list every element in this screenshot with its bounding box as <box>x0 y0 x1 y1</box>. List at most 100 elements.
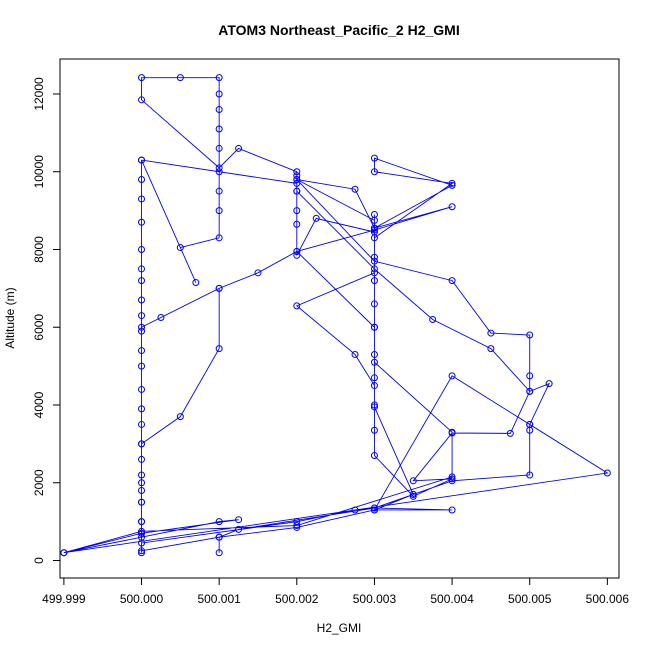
x-tick-label: 500.003 <box>353 592 397 606</box>
data-point <box>293 247 301 255</box>
data-point <box>603 469 611 477</box>
data-point <box>215 168 223 176</box>
data-point <box>370 253 378 261</box>
data-point <box>215 90 223 98</box>
data-point <box>293 172 301 180</box>
data-point <box>448 428 456 436</box>
data-point <box>293 220 301 228</box>
x-tick-label: 500.001 <box>197 592 241 606</box>
data-point <box>370 168 378 176</box>
data-point <box>293 168 301 176</box>
data-point <box>370 506 378 514</box>
data-point <box>370 350 378 358</box>
data-point <box>138 518 146 526</box>
data-point <box>545 380 553 388</box>
data-point <box>370 504 378 512</box>
data-point <box>448 181 456 189</box>
data-point <box>448 277 456 285</box>
data-point <box>215 533 223 541</box>
data-point <box>138 195 146 203</box>
data-point <box>138 74 146 82</box>
data-point <box>351 185 359 193</box>
y-axis: 0 2000 4000 6000 8000 10000 12000 <box>32 77 60 564</box>
data-point <box>215 164 223 172</box>
data-point <box>370 300 378 308</box>
data-point <box>370 277 378 285</box>
data-point <box>215 106 223 114</box>
y-tick-label: 8000 <box>32 236 46 263</box>
data-point <box>370 323 378 331</box>
data-point <box>192 279 200 287</box>
data-point <box>215 144 223 152</box>
chart-title: ATOM3 Northeast_Pacific_2 H2_GMI <box>218 22 459 38</box>
data-point <box>370 358 378 366</box>
x-axis: 499.999 500.000 500.001 500.002 500.003 500.0… <box>42 578 629 606</box>
data-point <box>293 187 301 195</box>
y-tick-label: 12000 <box>32 77 46 111</box>
data-point <box>157 314 165 322</box>
y-tick-label: 10000 <box>32 155 46 189</box>
data-point <box>351 350 359 358</box>
data-point <box>429 315 437 323</box>
data-point <box>370 257 378 265</box>
data-point <box>138 347 146 355</box>
data-point <box>370 154 378 162</box>
data-point <box>409 477 417 485</box>
data-point <box>370 269 378 277</box>
data-point <box>448 179 456 187</box>
data-point <box>215 234 223 242</box>
data-point <box>60 549 68 557</box>
data-point <box>138 385 146 393</box>
data-point <box>215 518 223 526</box>
data-point <box>138 529 146 537</box>
data-point <box>235 525 243 533</box>
data-point <box>138 277 146 285</box>
data-point <box>138 176 146 184</box>
data-point <box>370 382 378 390</box>
data-point <box>293 302 301 310</box>
data-point <box>448 203 456 211</box>
data-point <box>370 226 378 234</box>
data-point <box>138 312 146 320</box>
data-point <box>487 345 495 353</box>
data-point <box>176 413 184 421</box>
data-point <box>176 244 184 252</box>
data-point <box>351 506 359 514</box>
data-point <box>370 426 378 434</box>
series-line <box>63 77 609 554</box>
data-point <box>138 420 146 428</box>
data-point <box>409 490 417 498</box>
x-tick-label: 500.005 <box>508 592 552 606</box>
data-point <box>526 420 534 428</box>
data-point <box>370 401 378 409</box>
data-point <box>370 452 378 460</box>
data-point <box>138 327 146 335</box>
data-point <box>138 405 146 413</box>
data-point <box>526 331 534 339</box>
data-point <box>293 522 301 530</box>
x-tick-label: 499.999 <box>42 592 86 606</box>
data-point <box>370 216 378 224</box>
x-tick-label: 500.006 <box>586 592 630 606</box>
data-point <box>409 492 417 500</box>
data-point <box>215 207 223 215</box>
data-point <box>138 487 146 495</box>
data-point <box>293 179 301 187</box>
data-point <box>138 96 146 104</box>
y-tick-label: 2000 <box>32 469 46 496</box>
data-point <box>138 527 146 535</box>
data-point <box>448 477 456 485</box>
data-point <box>312 214 320 222</box>
data-point <box>293 523 301 531</box>
data-point <box>293 207 301 215</box>
data-point <box>138 547 146 555</box>
plot-frame <box>59 58 620 579</box>
data-point <box>293 176 301 184</box>
data-point <box>215 345 223 353</box>
data-point <box>215 284 223 292</box>
data-point <box>138 498 146 506</box>
data-point <box>370 234 378 242</box>
data-point <box>138 471 146 479</box>
data-point <box>487 329 495 337</box>
